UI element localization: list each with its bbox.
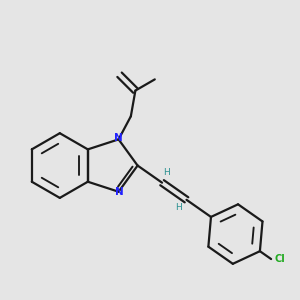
Text: N: N	[116, 187, 124, 197]
Text: Cl: Cl	[274, 254, 285, 264]
Text: H: H	[175, 203, 182, 212]
Text: N: N	[114, 133, 123, 143]
Text: H: H	[164, 168, 170, 177]
